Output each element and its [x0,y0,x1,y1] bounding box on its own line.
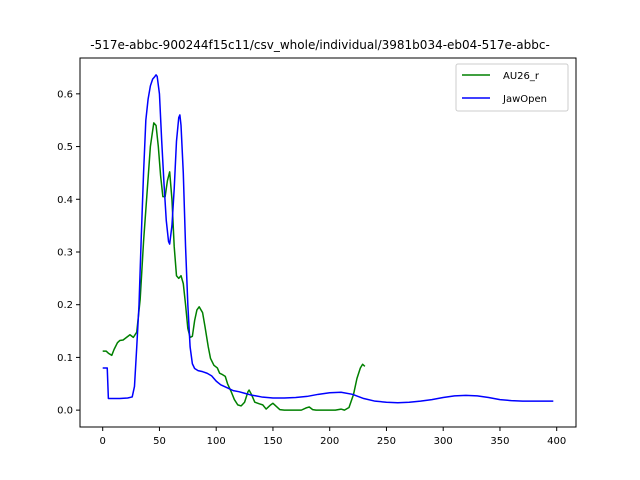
y-tick-label: 0.3 [57,247,73,258]
legend-label-jawopen: JawOpen [502,94,547,105]
x-tick-label: 350 [490,436,509,447]
legend: AU26_r JawOpen [455,63,569,112]
y-tick-label: 0.4 [57,195,73,206]
y-tick-label: 0.2 [57,300,73,311]
y-tick-label: 0.0 [57,406,73,417]
y-tick-label: 0.5 [57,142,73,153]
y-tick-label: 0.1 [57,353,73,364]
plot-area [79,57,577,428]
chart-title: -517e-abbc-900244f15c11/csv_whole/indivi… [90,38,550,52]
series-line-au26-r [102,122,366,411]
series-line-jawopen [102,74,554,404]
x-tick-label: 150 [263,436,282,447]
y-tick-label: 0.6 [57,89,73,100]
x-tick-label: 400 [547,436,566,447]
axes-frame [79,57,577,428]
legend-label-au26-r: AU26_r [503,71,540,82]
x-tick-label: 300 [434,436,453,447]
x-tick-label: 0 [100,436,106,447]
x-tick-label: 50 [153,436,166,447]
x-tick-label: 200 [320,436,339,447]
x-tick-label: 100 [207,436,226,447]
y-axis: 0.0 0.1 0.2 0.3 0.4 0.5 0.6 [57,89,80,417]
x-tick-label: 250 [377,436,396,447]
x-axis: 0 50 100 150 200 250 300 350 400 [100,427,566,447]
series-layer [102,74,554,411]
